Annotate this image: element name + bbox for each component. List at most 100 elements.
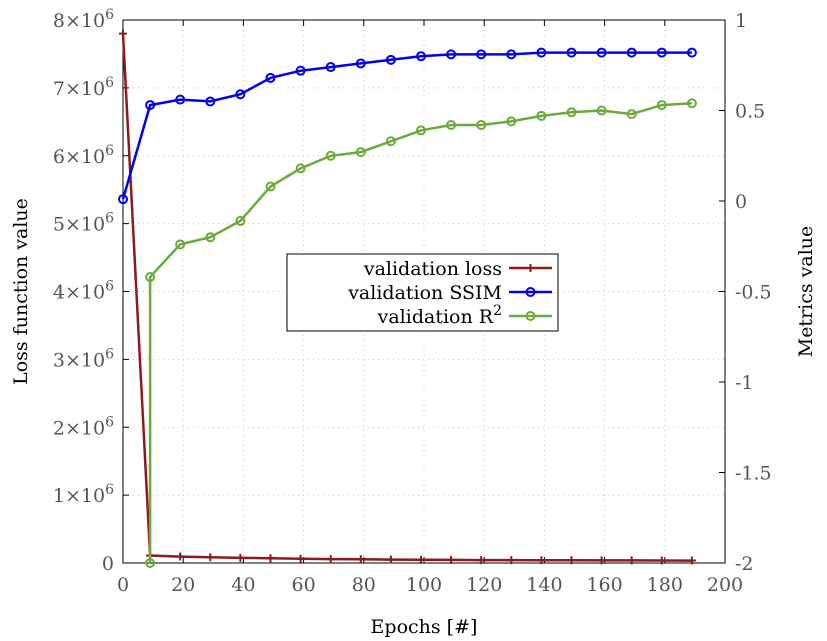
legend-label: validation SSIM [347,282,502,304]
data-point [119,29,127,38]
data-point [205,232,216,243]
y-left-tick-label: 6×106 [53,143,114,168]
y-left-tick-labels: 0 1×106 2×106 3×106 4×106 5×106 6×106 7×106 8×10… [53,7,114,575]
data-point [596,47,607,58]
data-point [596,105,607,116]
data-point [145,558,156,568]
legend-label: validation R2 [377,303,502,328]
data-point [235,215,246,226]
data-point [415,51,426,62]
data-point [415,125,426,136]
data-point [145,272,156,283]
data-point [145,100,156,111]
data-point [507,556,516,565]
data-point [656,100,667,111]
data-point [656,47,667,58]
data-point [175,94,186,105]
data-point [325,62,336,73]
data-point [386,555,395,564]
data-point [657,556,666,565]
data-point [687,556,696,565]
y-right-tick-label: 1 [735,10,747,32]
x-tick-label: 200 [707,574,743,596]
y-left-tick-label: 8×106 [53,7,114,32]
x-tick-label: 160 [586,574,622,596]
data-point [686,98,697,109]
legend-swatch-marker [525,287,536,297]
data-point [477,556,486,565]
data-point [385,136,396,147]
legend-swatch-marker [525,311,536,321]
data-point [476,49,487,60]
x-tick-label: 100 [406,574,442,596]
data-point [566,47,577,58]
data-point [446,119,457,130]
series-layer [118,29,697,568]
data-point [206,553,215,562]
x-tick-label: 0 [117,574,129,596]
data-point [295,163,306,174]
data-point [265,72,276,83]
data-point [355,58,366,69]
data-point [506,116,517,127]
x-tick-labels: 0 20 40 60 80 100 120 140 160 180 200 [117,574,743,596]
y-left-axis-label: Loss function value [10,198,32,385]
data-point [118,194,128,205]
y-right-tick-label: -0.5 [735,282,772,304]
data-point [176,552,185,561]
data-point [536,110,547,121]
data-point [446,49,457,60]
y-left-tick-label: 4×106 [53,279,114,304]
series-validation-r [145,98,697,568]
data-point [567,556,576,565]
x-tick-label: 40 [231,574,255,596]
data-point [536,47,547,58]
data-point [236,553,245,562]
data-point [325,150,336,161]
data-point [537,556,546,565]
y-left-tick-label: 2×106 [53,414,114,439]
x-tick-label: 140 [526,574,562,596]
y-right-tick-labels: 1 0.5 0 -0.5 -1 -1.5 -2 [735,10,772,575]
data-point [175,239,186,250]
data-point [326,555,335,564]
data-point [416,555,425,564]
data-point [385,54,396,65]
x-tick-label: 60 [292,574,316,596]
x-axis-label: Epochs [#] [371,616,478,638]
data-point [626,47,637,58]
y-left-tick-label: 7×106 [53,75,114,100]
y-right-tick-label: 0.5 [735,101,765,123]
y-left-tick-label: 0 [102,553,114,575]
y-right-tick-label: -2 [735,553,754,575]
y-right-tick-label: -1 [735,372,754,394]
x-tick-label: 20 [171,574,195,596]
data-point [627,556,636,565]
legend-swatch-marker [526,264,535,272]
series-line [121,51,692,200]
x-tick-label: 80 [352,574,376,596]
data-point [235,89,246,100]
y-left-tick-label: 1×106 [53,482,114,507]
data-point [356,555,365,564]
data-point [265,181,276,192]
data-point [266,554,275,563]
y-right-axis-label: Metrics value [795,226,817,358]
data-point [686,47,697,58]
x-tick-label: 180 [647,574,683,596]
series-validation-ssim [118,47,697,205]
data-point [355,147,366,158]
data-point [476,119,487,130]
data-point [447,555,456,564]
data-point [506,49,517,60]
data-point [296,554,305,563]
data-point [566,107,577,118]
data-point [626,109,637,120]
legend-label: validation loss [363,258,502,280]
data-point [205,96,216,107]
series-line [121,33,692,562]
data-point [295,65,306,76]
data-point [597,556,606,565]
